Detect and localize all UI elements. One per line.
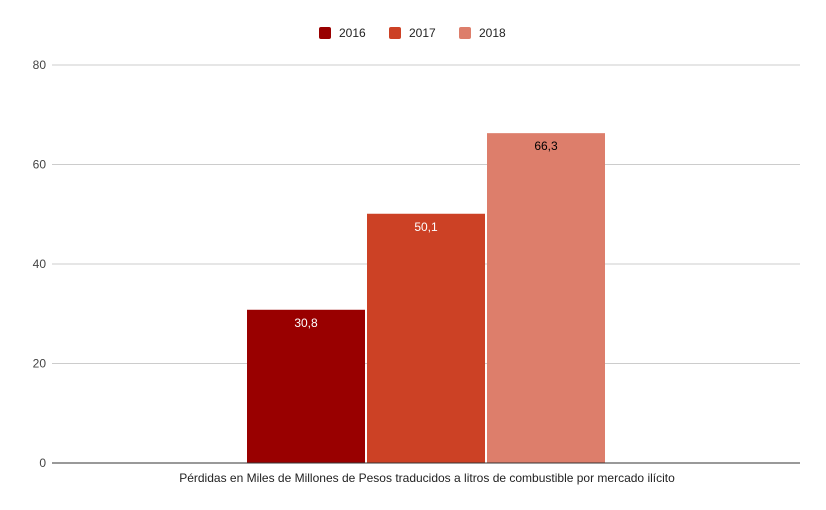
data-label-2018: 66,3 (534, 139, 558, 153)
legend-swatch-2018 (459, 27, 471, 39)
legend-swatch-2016 (319, 27, 331, 39)
category-label: Pérdidas en Miles de Millones de Pesos t… (179, 471, 675, 485)
legend-label-2018: 2018 (479, 26, 506, 40)
legend-label-2016: 2016 (339, 26, 366, 40)
y-tick-label: 0 (39, 456, 46, 470)
y-tick-label: 80 (33, 58, 47, 72)
y-axis-ticks: 0 20 40 60 80 (33, 58, 47, 470)
legend: 2016 2017 2018 (319, 26, 506, 40)
y-tick-label: 20 (33, 357, 47, 371)
bar-2018 (487, 133, 605, 463)
y-tick-label: 60 (33, 158, 47, 172)
y-tick-label: 40 (33, 257, 47, 271)
bars (247, 133, 605, 463)
bar-2016 (247, 309, 365, 463)
data-label-2016: 30,8 (294, 316, 318, 330)
legend-label-2017: 2017 (409, 26, 436, 40)
legend-swatch-2017 (389, 27, 401, 39)
data-label-2017: 50,1 (414, 220, 438, 234)
data-labels: 30,8 50,1 66,3 (294, 139, 558, 330)
bar-2017 (367, 213, 485, 463)
